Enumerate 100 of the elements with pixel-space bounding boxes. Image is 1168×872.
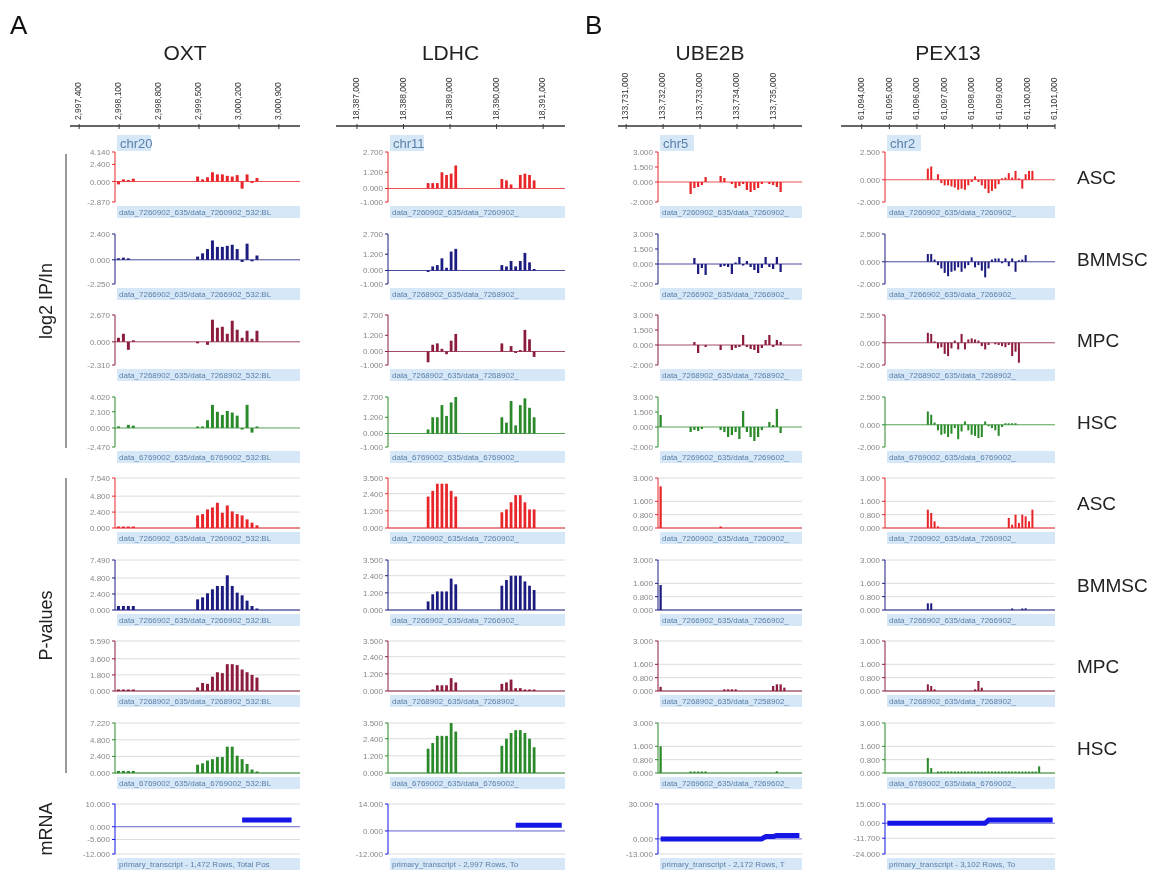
y-tick-label: -13.000: [625, 850, 654, 859]
chart-title: PEX13: [915, 41, 981, 64]
x2-tick-label: 18,388,000: [397, 77, 408, 120]
y-tick-label: 0.000: [632, 524, 654, 533]
x2-tick-label: 18,390,000: [490, 77, 501, 120]
y-tick-label: 0.000: [362, 347, 384, 357]
y-tick-label: 0.000: [632, 606, 654, 615]
chart-title: OXT: [163, 41, 207, 64]
text: data_7266902_635/data_7266902_: [889, 290, 1017, 299]
x2-tick-label: 61,098,000: [966, 77, 977, 120]
y-tick-label: 2.100: [89, 407, 111, 417]
y2-axis-title: ASC: [1077, 167, 1117, 188]
y-tick-label: 0.000: [632, 834, 654, 844]
x2-tick-label: 133,733,000: [694, 72, 705, 120]
y-axis-title: P-values: [36, 590, 56, 661]
text: data_7260902_635/data_7260902_532:BL: [119, 534, 272, 543]
y-tick-label: 1.200: [362, 588, 384, 598]
text: data_7260902_635/data_7260902_: [889, 208, 1017, 217]
y-tick-label: 4.800: [89, 735, 111, 745]
y-tick-label: 3.000: [632, 311, 654, 320]
y-tick-label: 14.000: [358, 800, 384, 809]
y-tick-label: 1.200: [362, 751, 384, 761]
x2-tick-label: 61,095,000: [883, 77, 894, 120]
y-tick-label: 1.600: [859, 742, 881, 752]
y-tick-label: 0.000: [89, 687, 111, 696]
y-tick-label: 0.000: [89, 822, 111, 832]
x2-tick-label: 133,734,000: [731, 72, 742, 120]
y-tick-label: -2.000: [630, 443, 654, 452]
y-tick-label: 4.140: [89, 148, 111, 157]
y-tick-label: 1.500: [632, 163, 654, 172]
y-tick-label: 1.200: [362, 250, 384, 260]
y-tick-label: 4.020: [89, 393, 111, 402]
x2-tick-label: 2,997,400: [73, 81, 84, 120]
y-tick-label: 2.500: [859, 148, 881, 157]
y-tick-label: 1.600: [859, 579, 881, 589]
text: data_6769002_635/data_6769002_: [392, 779, 520, 788]
y-tick-label: 1.200: [362, 669, 384, 679]
y-tick-label: 0.000: [632, 260, 654, 269]
y-tick-label: 3.600: [89, 654, 111, 664]
y-tick-label: 3.000: [632, 230, 654, 239]
text: data_7268902_635/data_7268902_: [392, 697, 520, 706]
y-tick-label: 2.500: [859, 230, 881, 239]
y-tick-label: -1.000: [360, 443, 384, 452]
y-tick-label: -2.000: [857, 361, 881, 370]
y-tick-label: 0.000: [859, 257, 881, 267]
y-tick-label: 0.000: [89, 769, 111, 778]
y-tick-label: 7.540: [89, 474, 111, 483]
y-tick-label: -2.000: [630, 198, 654, 207]
y-tick-label: 3.000: [632, 637, 654, 646]
y-tick-label: 1.500: [632, 408, 654, 417]
text: primary_transcript - 1,472 Rows, Total Pos: [119, 860, 270, 869]
y-tick-label: 3.000: [632, 474, 654, 483]
y2-axis-title: HSC: [1077, 412, 1118, 433]
y-tick-label: 2.400: [362, 571, 384, 581]
y-tick-label: 3.000: [632, 393, 654, 402]
text: data_7260902_635/data_7260902_: [889, 534, 1017, 543]
text: data_7266902_635/data_7266902_532:BL: [119, 616, 272, 625]
y-tick-label: -2.000: [857, 280, 881, 289]
y-tick-label: 3.000: [632, 719, 654, 728]
text: data_7268902_635/data_7268902_: [662, 371, 790, 380]
y-tick-label: -2.310: [87, 361, 111, 370]
y2-axis-title: MPC: [1077, 330, 1120, 351]
y-tick-label: 3.000: [859, 556, 881, 565]
x2-tick-label: 133,732,000: [657, 72, 668, 120]
text: primary_transcript - 2,172 Rows, T: [662, 860, 785, 869]
y-tick-label: -2.000: [630, 280, 654, 289]
x2-tick-label: 2,998,800: [153, 81, 164, 120]
y-tick-label: 0.000: [362, 184, 384, 194]
y-tick-label: 0.000: [89, 255, 111, 265]
y-axis-title: log2 IP/In: [36, 262, 56, 340]
y-tick-label: 0.000: [859, 338, 881, 348]
y-tick-label: -5.600: [87, 835, 111, 845]
y-tick-label: -2.000: [857, 198, 881, 207]
y-tick-label: 2.400: [362, 734, 384, 744]
x2-tick-label: 3,000,200: [233, 81, 244, 120]
y-tick-label: -2.470: [87, 443, 111, 452]
text: data_7269602_635/data_7269602_: [662, 779, 790, 788]
y-tick-label: 0.000: [362, 266, 384, 276]
y-tick-label: 1.600: [632, 742, 654, 752]
text: primary_transcript - 2,997 Rows, To: [392, 860, 519, 869]
x2-tick-label: 61,100,000: [1021, 77, 1032, 120]
y-tick-label: 1.600: [859, 660, 881, 670]
y-tick-label: -1.000: [360, 280, 384, 289]
y-tick-label: 0.000: [859, 175, 881, 185]
text: chr11: [393, 136, 425, 151]
y2-axis-title: ASC: [1077, 493, 1117, 514]
y-tick-label: 2.400: [89, 752, 111, 762]
y-tick-label: 0.000: [859, 819, 881, 829]
y-tick-label: 0.000: [362, 769, 384, 778]
y-tick-label: 0.800: [859, 592, 881, 602]
y-tick-label: 3.000: [859, 474, 881, 483]
y-tick-label: 0.800: [859, 673, 881, 683]
y-tick-label: 0.000: [632, 687, 654, 696]
y-tick-label: 0.000: [859, 420, 881, 430]
text: data_6769002_635/data_6769002_532:BL: [119, 453, 272, 462]
y-tick-label: 2.400: [362, 489, 384, 499]
y2-axis-title: HSC: [1077, 738, 1118, 759]
text: data_7260902_635/data_7260902_532:BL: [119, 208, 272, 217]
y-tick-label: 0.000: [859, 524, 881, 533]
y-tick-label: -2.000: [630, 361, 654, 370]
